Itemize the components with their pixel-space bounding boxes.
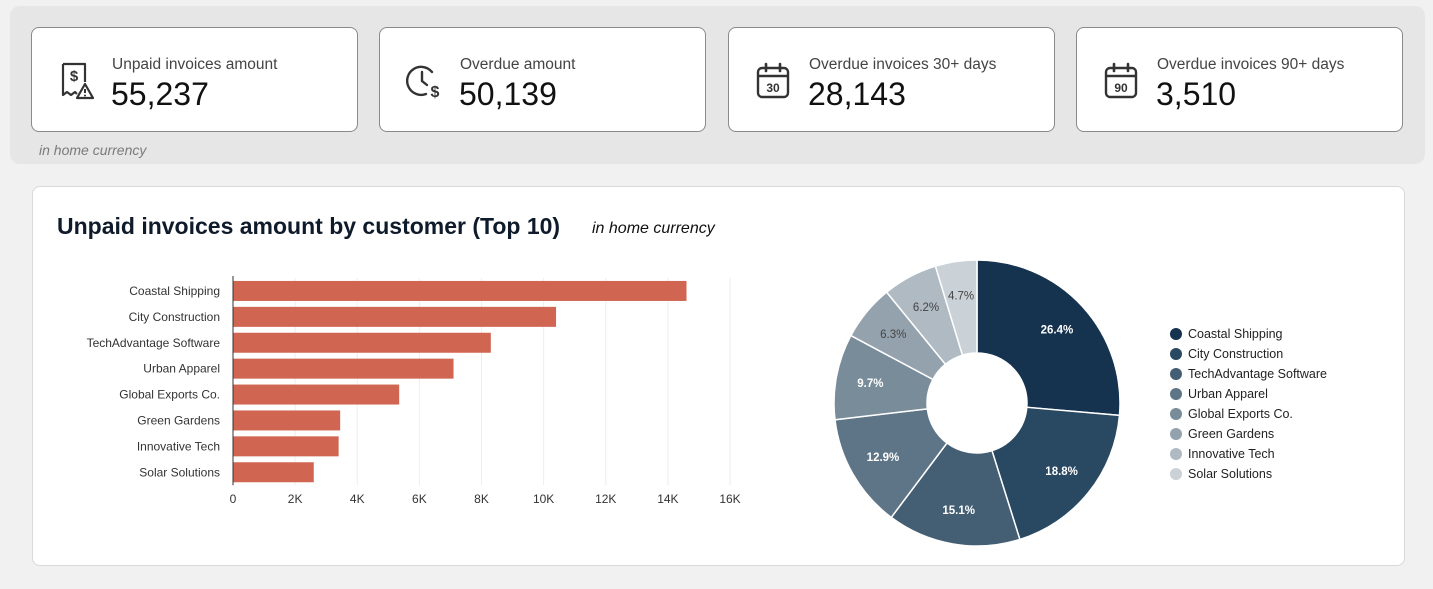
kpi-label: Overdue amount <box>460 56 576 73</box>
slice-percent-label: 26.4% <box>1041 325 1074 337</box>
kpi-label: Unpaid invoices amount <box>112 56 278 73</box>
kpi-card-overdue-30-days[interactable]: 30 Overdue invoices 30+ days 28,143 <box>728 27 1055 132</box>
x-tick-label: 6K <box>412 492 427 506</box>
slice-percent-label: 9.7% <box>857 378 883 390</box>
bar[interactable] <box>233 410 341 431</box>
legend-swatch <box>1170 348 1182 360</box>
kpi-value: 28,143 <box>808 76 906 112</box>
receipt-warning-icon: $ <box>61 62 94 100</box>
legend-label: TechAdvantage Software <box>1188 367 1327 381</box>
legend-item[interactable]: Coastal Shipping <box>1170 324 1327 344</box>
legend-label: City Construction <box>1188 347 1284 361</box>
bar[interactable] <box>233 462 314 483</box>
legend-item[interactable]: Innovative Tech <box>1170 444 1327 464</box>
bar[interactable] <box>233 306 557 327</box>
kpi-card-overdue-amount[interactable]: $ Overdue amount 50,139 <box>379 27 706 132</box>
x-tick-label: 8K <box>474 492 489 506</box>
x-tick-label: 12K <box>595 492 616 506</box>
legend-swatch <box>1170 368 1182 380</box>
kpi-label: Overdue invoices 90+ days <box>1157 56 1345 73</box>
legend-swatch <box>1170 468 1182 480</box>
bar[interactable] <box>233 384 400 405</box>
slice-percent-label: 6.2% <box>913 302 939 314</box>
legend-item[interactable]: City Construction <box>1170 344 1327 364</box>
slice-percent-label: 18.8% <box>1045 466 1078 478</box>
chart-subtitle: in home currency <box>592 220 715 237</box>
kpi-label: Overdue invoices 30+ days <box>809 56 997 73</box>
donut-slice[interactable] <box>934 259 978 357</box>
legend-item[interactable]: TechAdvantage Software <box>1170 364 1327 384</box>
kpi-value: 3,510 <box>1156 76 1237 112</box>
legend-swatch <box>1170 328 1182 340</box>
legend-item[interactable]: Green Gardens <box>1170 424 1327 444</box>
calendar-90-icon: 90 <box>1104 62 1138 99</box>
y-category-label: City Construction <box>129 310 220 324</box>
chart-card: Unpaid invoices amount by customer (Top … <box>32 186 1405 566</box>
slice-percent-label: 15.1% <box>942 505 975 517</box>
legend-item[interactable]: Global Exports Co. <box>1170 404 1327 424</box>
legend-label: Urban Apparel <box>1188 387 1268 401</box>
y-category-label: Global Exports Co. <box>119 388 220 402</box>
kpi-band: $ Unpaid invoices amount 55,237 $ Overdu… <box>10 6 1425 164</box>
legend-swatch <box>1170 388 1182 400</box>
svg-text:$: $ <box>70 68 79 85</box>
x-tick-label: 14K <box>657 492 678 506</box>
legend-label: Innovative Tech <box>1188 447 1275 461</box>
legend-item[interactable]: Urban Apparel <box>1170 384 1327 404</box>
legend-swatch <box>1170 428 1182 440</box>
y-category-label: Innovative Tech <box>137 439 220 453</box>
x-tick-label: 10K <box>533 492 554 506</box>
kpi-value: 50,139 <box>459 76 557 112</box>
donut-slice[interactable] <box>976 259 1121 417</box>
bar[interactable] <box>233 358 454 379</box>
legend-label: Solar Solutions <box>1188 467 1273 481</box>
slice-percent-label: 6.3% <box>880 329 906 341</box>
x-tick-label: 0 <box>230 492 237 506</box>
legend-label: Global Exports Co. <box>1188 407 1293 421</box>
chart-title: Unpaid invoices amount by customer (Top … <box>57 213 561 239</box>
calendar-icon-text: 30 <box>766 81 780 95</box>
donut-legend: Coastal Shipping City Construction TechAdv… <box>1170 324 1327 484</box>
bar[interactable] <box>233 280 687 301</box>
legend-item[interactable]: Solar Solutions <box>1170 464 1327 484</box>
clock-dollar-icon: $ <box>406 65 440 100</box>
kpi-card-overdue-90-days[interactable]: 90 Overdue invoices 90+ days 3,510 <box>1076 27 1403 132</box>
donut-slice[interactable] <box>834 408 949 519</box>
y-category-label: Green Gardens <box>137 413 220 427</box>
legend-label: Green Gardens <box>1188 427 1275 441</box>
donut-slice[interactable] <box>991 406 1121 541</box>
legend-swatch <box>1170 448 1182 460</box>
calendar-30-icon: 30 <box>756 62 790 99</box>
y-category-label: Solar Solutions <box>139 465 220 479</box>
donut-slice[interactable] <box>890 441 1021 547</box>
x-tick-label: 16K <box>719 492 740 506</box>
bar[interactable] <box>233 332 491 353</box>
y-category-label: Coastal Shipping <box>129 284 220 298</box>
slice-percent-label: 4.7% <box>948 291 974 303</box>
calendar-icon-text: 90 <box>1114 81 1128 95</box>
svg-text:$: $ <box>431 84 440 100</box>
currency-note: in home currency <box>39 142 147 158</box>
bar[interactable] <box>233 436 339 457</box>
legend-swatch <box>1170 408 1182 420</box>
y-category-label: TechAdvantage Software <box>87 336 221 350</box>
y-category-label: Urban Apparel <box>143 362 220 376</box>
slice-percent-label: 12.9% <box>867 452 900 464</box>
kpi-card-unpaid-amount[interactable]: $ Unpaid invoices amount 55,237 <box>31 27 358 132</box>
donut-chart: 26.4% 18.8% 15.1% 12.9% 9.7% 6.3% 6.2% 4.7% <box>833 259 1121 547</box>
kpi-value: 55,237 <box>111 76 209 112</box>
x-tick-label: 2K <box>288 492 303 506</box>
bar-chart: 0 2K 4K 6K 8K 10K 12K 14K 16K Coastal Shipping Cit… <box>87 276 741 506</box>
x-tick-label: 4K <box>350 492 365 506</box>
legend-label: Coastal Shipping <box>1188 327 1283 341</box>
